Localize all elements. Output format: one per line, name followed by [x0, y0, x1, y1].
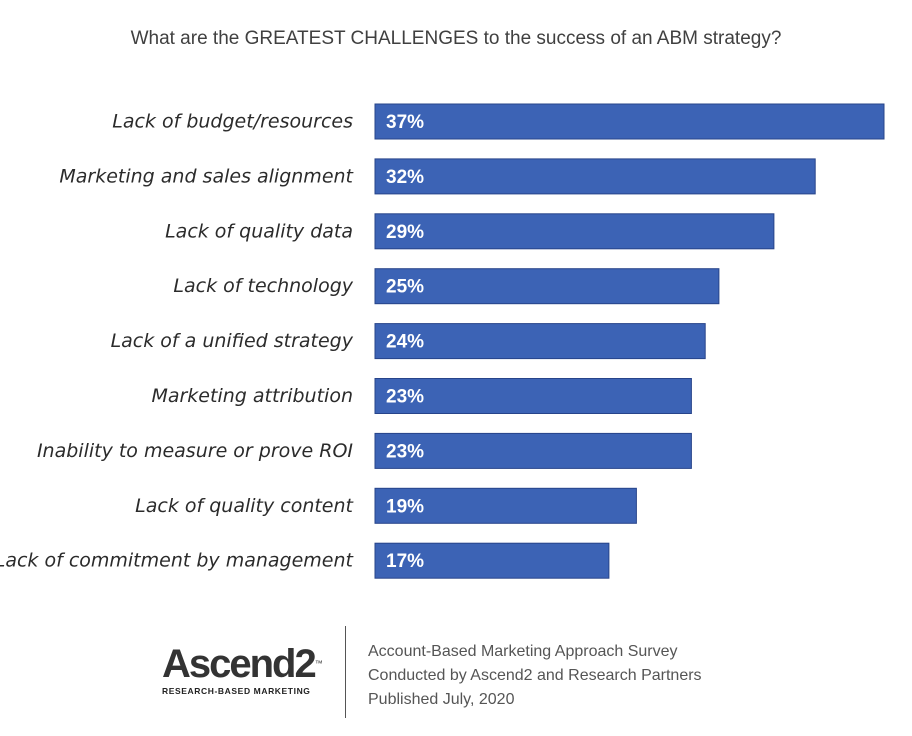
bar [374, 487, 637, 524]
bar [374, 378, 692, 414]
data-label: 25% [386, 277, 424, 298]
survey-published-date: Published July, 2020 [368, 691, 515, 708]
chart-title: What are the GREATEST CHALLENGES to the … [130, 28, 782, 49]
category-label: Lack of quality content [135, 495, 354, 517]
bar [374, 158, 816, 195]
data-label: 32% [386, 167, 424, 188]
data-label: 29% [386, 222, 424, 243]
survey-conducted-by: Conducted by Ascend2 and Research Partne… [368, 667, 702, 684]
data-label: 24% [386, 332, 424, 353]
survey-name: Account-Based Marketing Approach Survey [368, 643, 678, 660]
category-label: Lack of commitment by management [0, 550, 355, 572]
logo-wordmark: Ascend2™ [162, 642, 323, 686]
logo-tagline: RESEARCH-BASED MARKETING [162, 686, 311, 696]
bar [374, 432, 692, 469]
category-label: Lack of budget/resources [112, 111, 353, 133]
bar [374, 213, 775, 250]
category-label: Lack of technology [173, 275, 353, 297]
data-label: 17% [386, 551, 424, 572]
data-label: 19% [386, 496, 424, 517]
bar [374, 323, 706, 360]
category-label: Inability to measure or prove ROI [37, 440, 353, 462]
ascend2-logo: Ascend2™ RESEARCH-BASED MARKETING [162, 644, 332, 696]
bar-chart: Lack of budget/resources 37% Marketing and… [0, 103, 885, 579]
category-label: Marketing and sales alignment [59, 165, 354, 187]
bar [374, 103, 885, 140]
category-label: Lack of quality data [165, 220, 353, 242]
category-label: Lack of a unified strategy [111, 330, 354, 352]
survey-info: Account-Based Marketing Approach Survey … [368, 640, 702, 712]
footer: Ascend2™ RESEARCH-BASED MARKETING Accoun… [0, 620, 912, 720]
category-label: Marketing attribution [151, 385, 353, 407]
data-label: 23% [386, 387, 424, 408]
bar [374, 542, 610, 579]
footer-divider [345, 626, 346, 718]
bar [374, 268, 720, 305]
data-label: 37% [386, 112, 424, 133]
data-label: 23% [386, 441, 424, 462]
